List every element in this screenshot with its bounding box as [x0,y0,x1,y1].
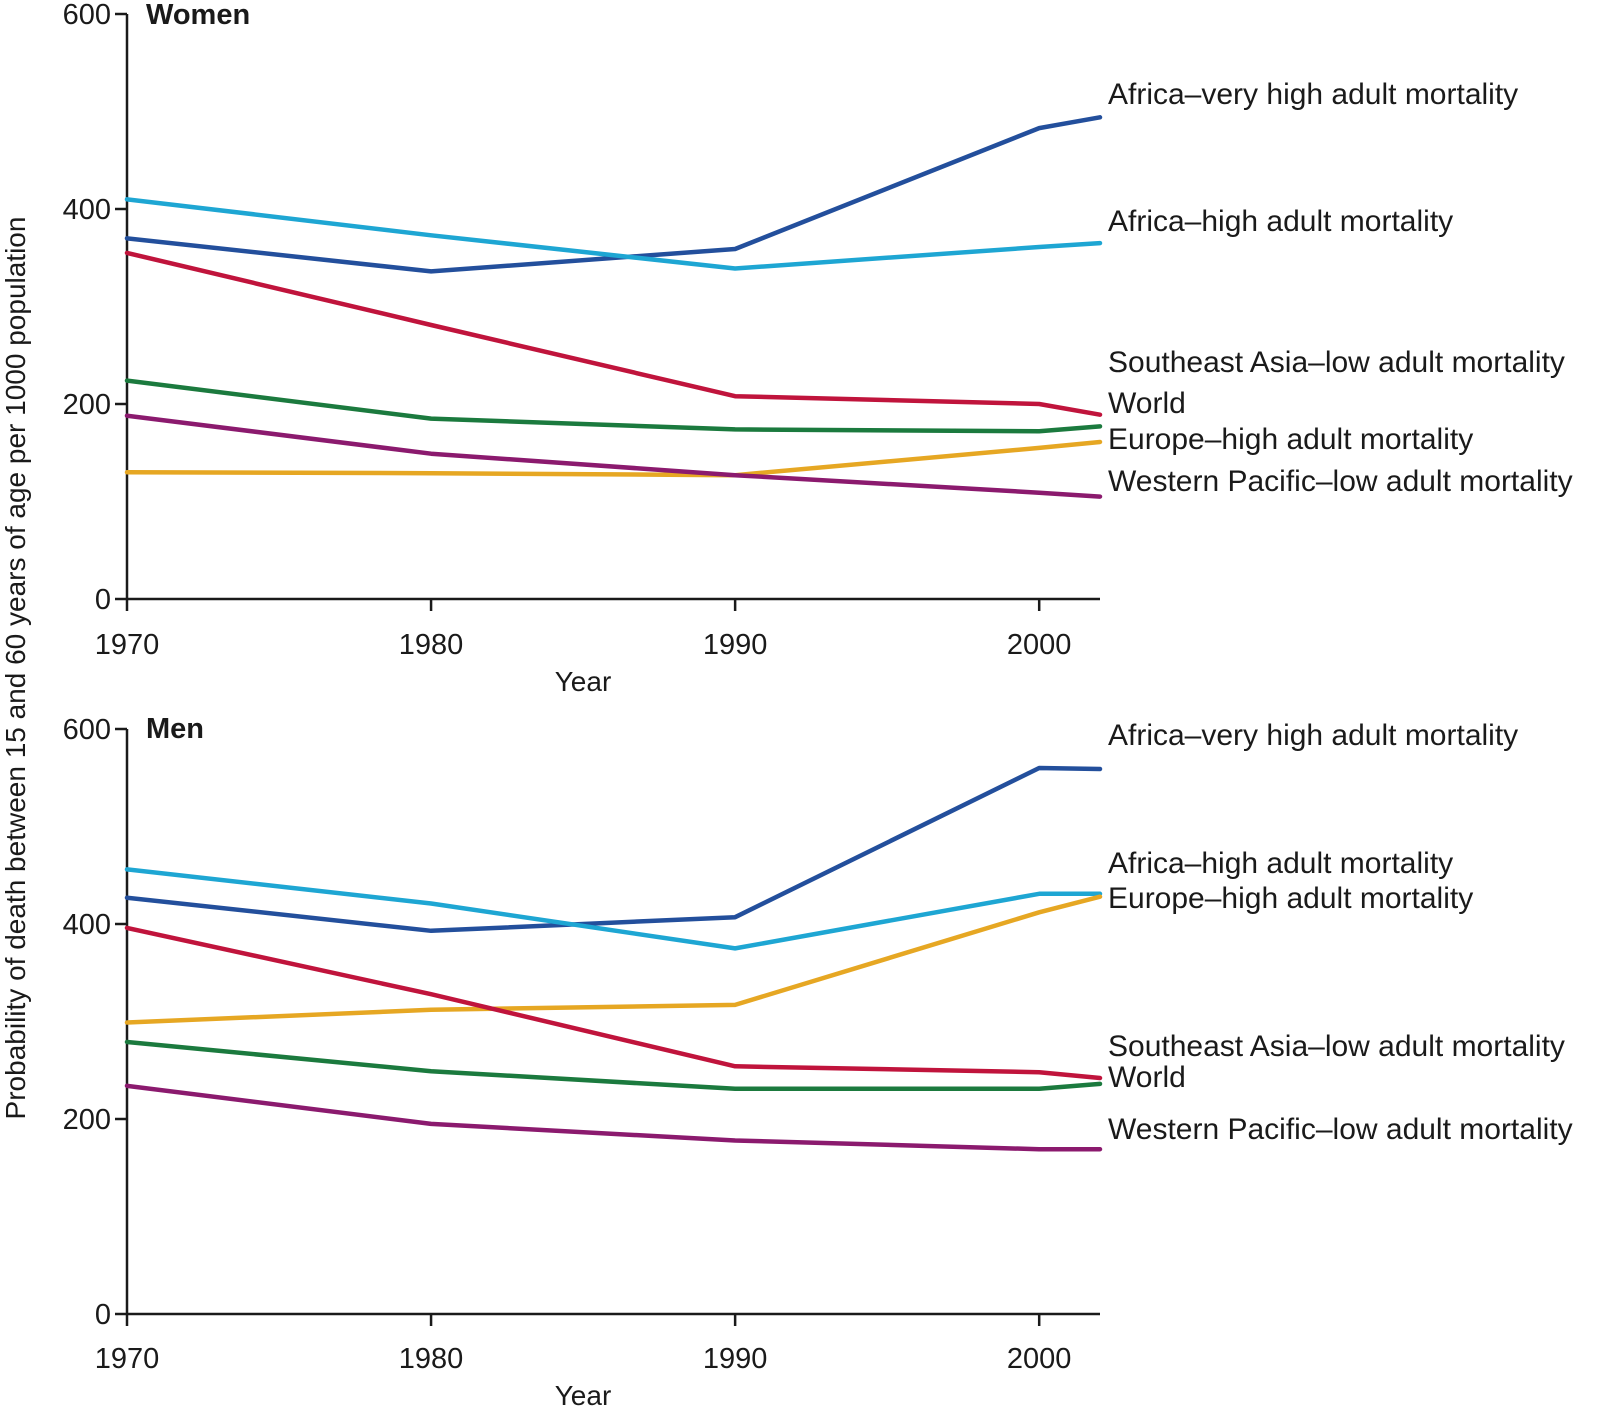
series-label: Europe–high adult mortality [1108,423,1473,456]
y-axis-title: Probability of death between 15 and 60 y… [0,217,31,1120]
y-tick-label: 200 [63,389,111,421]
series-label: Africa–very high adult mortality [1108,78,1518,111]
series-line [124,439,1103,478]
series-label: Africa–high adult mortality [1108,205,1453,238]
series-line [124,867,1103,951]
y-tick-label: 0 [95,1299,111,1331]
x-tick-label: 1980 [399,629,464,661]
series-label: Africa–high adult mortality [1108,847,1453,880]
series-line [124,250,1103,417]
y-tick-label: 0 [95,584,111,616]
series-label: World [1108,1061,1186,1094]
series-line [124,894,1103,1025]
series-label: Africa–very high adult mortality [1108,719,1518,752]
series-line [124,378,1103,434]
women-panel: 0 200 400 600 1970 1980 1990 2000 Year Women Afric… [63,0,1573,697]
series-line [124,765,1103,934]
series-label: Southeast Asia–low adult mortality [1108,346,1565,379]
series-line [124,925,1103,1081]
series-label: Europe–high adult mortality [1108,882,1473,915]
x-tick-label: 1990 [703,1343,768,1375]
y-tick-label: 600 [63,0,111,31]
series-label: Western Pacific–low adult mortality [1108,465,1573,498]
y-tick-label: 400 [63,194,111,226]
x-axis-title: Year [555,666,612,697]
y-tick-label: 400 [63,909,111,941]
x-axis-title: Year [555,1380,612,1409]
panel-title: Men [146,713,204,745]
series-line [124,197,1103,271]
series-label: Southeast Asia–low adult mortality [1108,1030,1565,1063]
series-label: Western Pacific–low adult mortality [1108,1113,1573,1146]
x-tick-label: 1970 [95,1343,160,1375]
panel-title: Women [146,0,250,31]
x-tick-label: 1980 [399,1343,464,1375]
x-tick-label: 1990 [703,629,768,661]
series-line [124,115,1103,274]
men-panel: 0 200 400 600 1970 1980 1990 2000 Year Men Africa–… [63,713,1573,1409]
series-line [124,1083,1103,1152]
series-line [124,1039,1103,1092]
series-line [124,413,1103,499]
x-tick-label: 1970 [95,629,160,661]
series-label: World [1108,387,1186,420]
y-tick-label: 600 [63,714,111,746]
y-tick-label: 200 [63,1104,111,1136]
x-tick-label: 2000 [1007,629,1072,661]
x-tick-label: 2000 [1007,1343,1072,1375]
